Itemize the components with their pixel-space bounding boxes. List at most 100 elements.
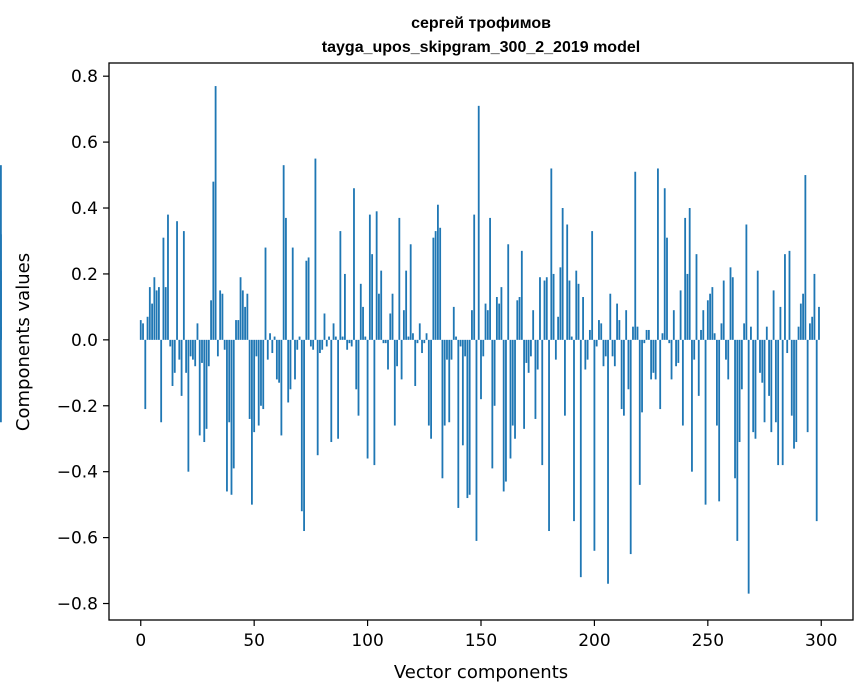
chart-subtitle: tayga_upos_skipgram_300_2_2019 model	[322, 39, 640, 56]
bar-70	[298, 336, 301, 340]
bar-28	[203, 339, 206, 443]
bar-21	[187, 339, 190, 472]
bar-148	[475, 339, 478, 541]
bar-216	[629, 339, 632, 555]
bar-131	[437, 204, 439, 340]
bar-176	[539, 277, 541, 340]
bar-39	[228, 339, 231, 423]
bar-63	[282, 165, 285, 340]
bar-167	[518, 297, 521, 340]
bar-269	[750, 326, 752, 340]
x-tick-label: 100	[351, 631, 383, 651]
bar-78	[316, 339, 319, 456]
bar-40	[230, 339, 233, 495]
bar-94	[353, 188, 355, 340]
bar-211	[618, 320, 621, 340]
bar-113	[396, 339, 398, 367]
bar-127	[427, 339, 430, 426]
bars-group	[0, 86, 820, 594]
bar-15	[173, 339, 176, 373]
bar-83	[328, 336, 330, 340]
bar-192	[575, 270, 578, 340]
bar-92	[348, 339, 351, 344]
bar-126	[425, 333, 428, 340]
bar-278	[770, 339, 773, 433]
bar-247	[700, 329, 702, 340]
bar-5	[151, 303, 153, 340]
bar-186	[561, 208, 564, 340]
bar-86	[334, 336, 337, 340]
bar-119	[409, 244, 412, 340]
y-tick-label: −0.8	[57, 595, 98, 615]
bar-89	[341, 336, 344, 340]
bar-27	[201, 339, 203, 363]
bar-65	[287, 339, 290, 403]
bar-193	[577, 283, 580, 340]
bar-197	[586, 339, 589, 360]
bar-244	[693, 339, 696, 360]
bar-134	[443, 339, 446, 426]
bar-93	[350, 339, 353, 347]
bar-74	[307, 257, 310, 340]
y-tick-label: −0.6	[57, 529, 98, 549]
bar-57	[269, 333, 271, 340]
plot-frame	[108, 62, 854, 621]
bar-142	[461, 339, 464, 446]
bar-218	[634, 171, 637, 340]
bar-79	[319, 339, 321, 354]
bar-129	[432, 237, 435, 340]
bar-191	[573, 339, 575, 522]
x-tick-label: 300	[805, 631, 837, 651]
bar-53	[260, 339, 262, 406]
bar-117	[405, 270, 408, 340]
bar-177	[541, 339, 544, 466]
bar-149	[477, 105, 480, 340]
bar-100	[366, 339, 369, 459]
bar-213	[623, 339, 625, 416]
bar-287	[790, 339, 793, 416]
bar-69	[296, 339, 299, 350]
bar-178	[543, 280, 546, 340]
bar-152	[484, 303, 487, 340]
bar-72	[303, 339, 305, 532]
bar-284	[784, 254, 786, 340]
bar-61	[278, 339, 281, 383]
bar-170	[525, 339, 528, 363]
bar-145	[468, 339, 471, 495]
bar-150	[480, 339, 482, 400]
bar-110	[389, 313, 392, 340]
bar-56	[266, 339, 269, 360]
bar-222	[643, 339, 646, 344]
bar-179	[545, 277, 548, 340]
bar-201	[595, 339, 598, 347]
bar-246	[697, 339, 700, 396]
bar-143	[464, 339, 467, 357]
bar-8	[158, 287, 160, 340]
bar-146	[471, 310, 473, 340]
bar-124	[421, 339, 423, 354]
bar-108	[384, 339, 387, 344]
x-tick-label: 200	[578, 631, 610, 651]
bar-233	[668, 339, 671, 344]
bar-250	[706, 300, 709, 340]
bar-238	[679, 290, 682, 340]
bar-275	[763, 339, 766, 423]
bar-283	[781, 339, 784, 466]
bar-293	[804, 175, 807, 340]
bar-206	[607, 339, 609, 584]
bar-272	[756, 270, 759, 340]
bar-81	[323, 313, 326, 340]
bar-288	[793, 339, 795, 449]
bar-20	[185, 339, 188, 373]
bar-151	[482, 339, 485, 357]
bar-195	[582, 297, 584, 340]
bar-35	[219, 290, 222, 340]
bar-202	[598, 320, 600, 340]
bar-38	[226, 339, 228, 492]
bar-271	[754, 339, 757, 439]
bar-47	[246, 293, 249, 340]
bar-71	[300, 339, 303, 512]
bar-227	[654, 339, 657, 380]
bar-174	[534, 339, 537, 419]
y-tick-label: 0.2	[71, 265, 98, 285]
